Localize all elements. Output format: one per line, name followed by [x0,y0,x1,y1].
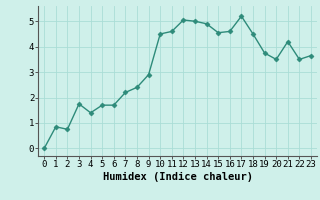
X-axis label: Humidex (Indice chaleur): Humidex (Indice chaleur) [103,172,252,182]
